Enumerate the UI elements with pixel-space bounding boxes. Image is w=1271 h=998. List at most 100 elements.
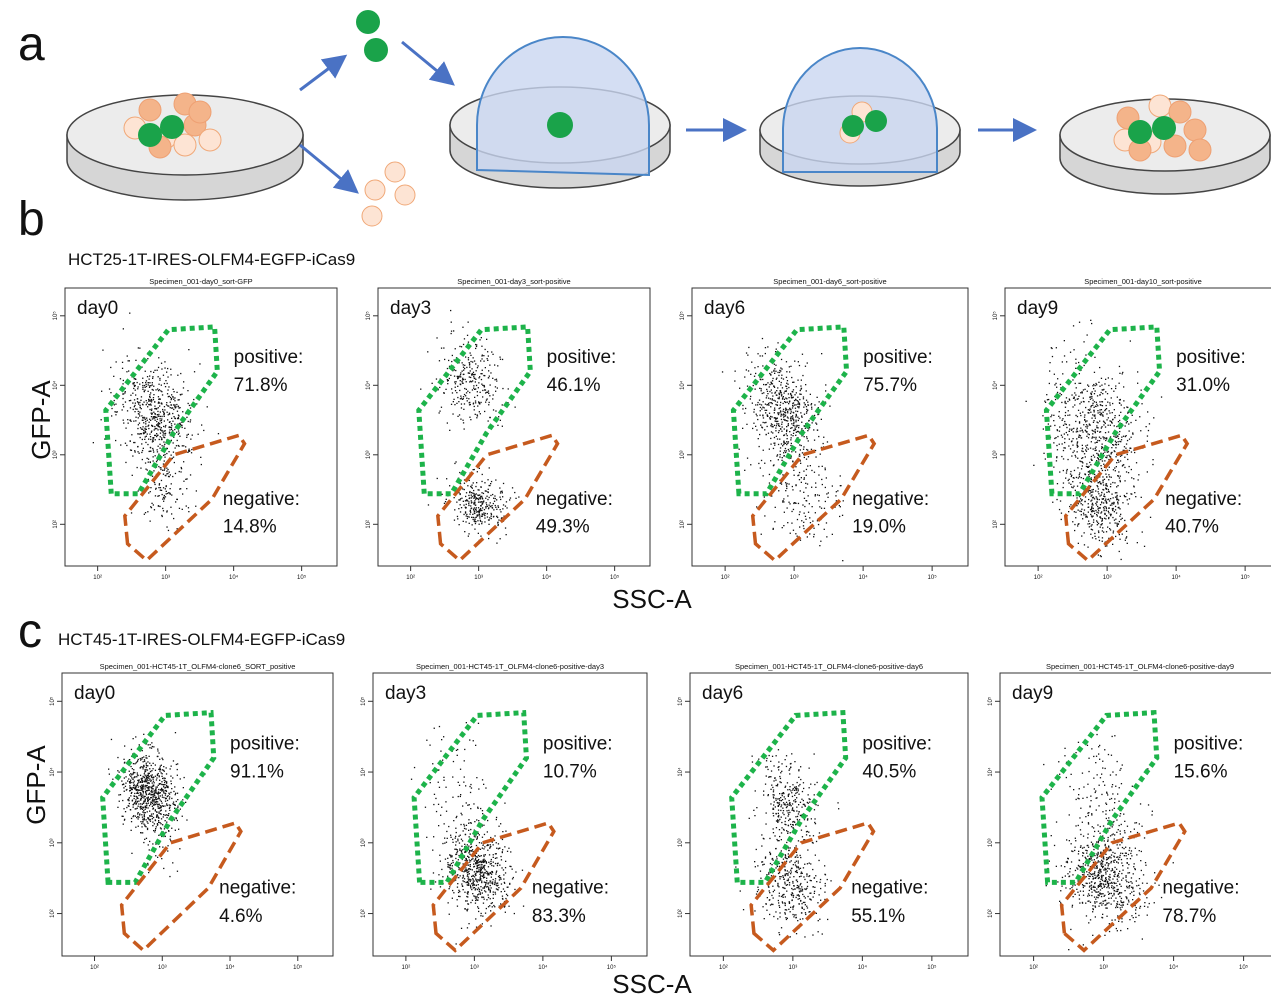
event-dot <box>763 450 764 451</box>
event-dot <box>463 374 464 375</box>
event-dot <box>492 378 493 379</box>
event-dot <box>1086 436 1087 437</box>
event-dot <box>766 760 767 761</box>
event-dot <box>1068 511 1069 512</box>
event-dot <box>149 422 150 423</box>
event-dot <box>839 505 840 506</box>
event-dot <box>456 502 457 503</box>
event-dot <box>170 839 171 840</box>
event-dot <box>506 507 507 508</box>
event-dot <box>794 425 795 426</box>
event-dot <box>759 434 760 435</box>
event-dot <box>1054 425 1055 426</box>
event-dot <box>488 887 489 888</box>
event-dot <box>1100 431 1101 432</box>
event-dot <box>1122 372 1123 373</box>
event-dot <box>1117 475 1118 476</box>
event-dot <box>781 822 782 823</box>
event-dot <box>480 413 481 414</box>
event-dot <box>788 409 789 410</box>
event-dot <box>509 883 510 884</box>
event-dot <box>1072 481 1073 482</box>
event-dot <box>200 457 201 458</box>
event-dot <box>1116 512 1117 513</box>
event-dot <box>813 536 814 537</box>
event-dot <box>161 490 162 491</box>
event-dot <box>1097 405 1098 406</box>
event-dot <box>466 507 467 508</box>
event-dot <box>141 823 142 824</box>
positive-value: 31.0% <box>1176 375 1230 396</box>
event-dot <box>463 876 464 877</box>
event-dot <box>1130 448 1131 449</box>
event-dot <box>755 790 756 791</box>
event-dot <box>158 791 159 792</box>
event-dot <box>779 456 780 457</box>
event-dot <box>1094 536 1095 537</box>
event-dot <box>451 322 452 323</box>
event-dot <box>154 435 155 436</box>
event-dot <box>829 406 830 407</box>
event-dot <box>452 776 453 777</box>
event-dot <box>146 767 147 768</box>
event-dot <box>806 459 807 460</box>
event-dot <box>1130 422 1131 423</box>
event-dot <box>784 399 785 400</box>
event-dot <box>470 377 471 378</box>
event-dot <box>788 502 789 503</box>
event-dot <box>478 533 479 534</box>
event-dot <box>1082 499 1083 500</box>
event-dot <box>148 462 149 463</box>
event-dot <box>142 782 143 783</box>
event-dot <box>169 414 170 415</box>
event-dot <box>164 383 165 384</box>
event-dot <box>462 880 463 881</box>
event-dot <box>1101 448 1102 449</box>
event-dot <box>464 338 465 339</box>
event-dot <box>491 481 492 482</box>
event-dot <box>823 443 824 444</box>
event-dot <box>138 795 139 796</box>
event-dot <box>773 400 774 401</box>
event-dot <box>801 807 802 808</box>
event-dot <box>496 888 497 889</box>
event-dot <box>137 433 138 434</box>
event-dot <box>447 862 448 863</box>
event-dot <box>1075 383 1076 384</box>
event-dot <box>786 383 787 384</box>
event-dot <box>778 459 779 460</box>
event-dot <box>468 503 469 504</box>
event-dot <box>490 882 491 883</box>
event-dot <box>1072 487 1073 488</box>
event-dot <box>147 777 148 778</box>
event-dot <box>161 858 162 859</box>
event-dot <box>1111 397 1112 398</box>
event-dot <box>482 861 483 862</box>
event-dot <box>761 427 762 428</box>
event-dot <box>452 898 453 899</box>
event-dot <box>1063 447 1064 448</box>
event-dot <box>1083 341 1084 342</box>
event-dot <box>459 848 460 849</box>
event-dot <box>124 777 125 778</box>
event-dot <box>188 434 189 435</box>
event-dot <box>1093 410 1094 411</box>
event-dot <box>151 410 152 411</box>
event-dot <box>512 878 513 879</box>
event-dot <box>463 409 464 410</box>
event-dot <box>1063 450 1064 451</box>
event-dot <box>744 470 745 471</box>
event-dot <box>157 388 158 389</box>
event-dot <box>477 906 478 907</box>
event-dot <box>793 422 794 423</box>
event-dot <box>1128 472 1129 473</box>
event-dot <box>492 881 493 882</box>
event-dot <box>474 360 475 361</box>
event-dot <box>141 452 142 453</box>
event-dot <box>825 390 826 391</box>
event-dot <box>497 365 498 366</box>
event-dot <box>451 331 452 332</box>
event-dot <box>1090 412 1091 413</box>
event-dot <box>1070 352 1071 353</box>
event-dot <box>162 494 163 495</box>
